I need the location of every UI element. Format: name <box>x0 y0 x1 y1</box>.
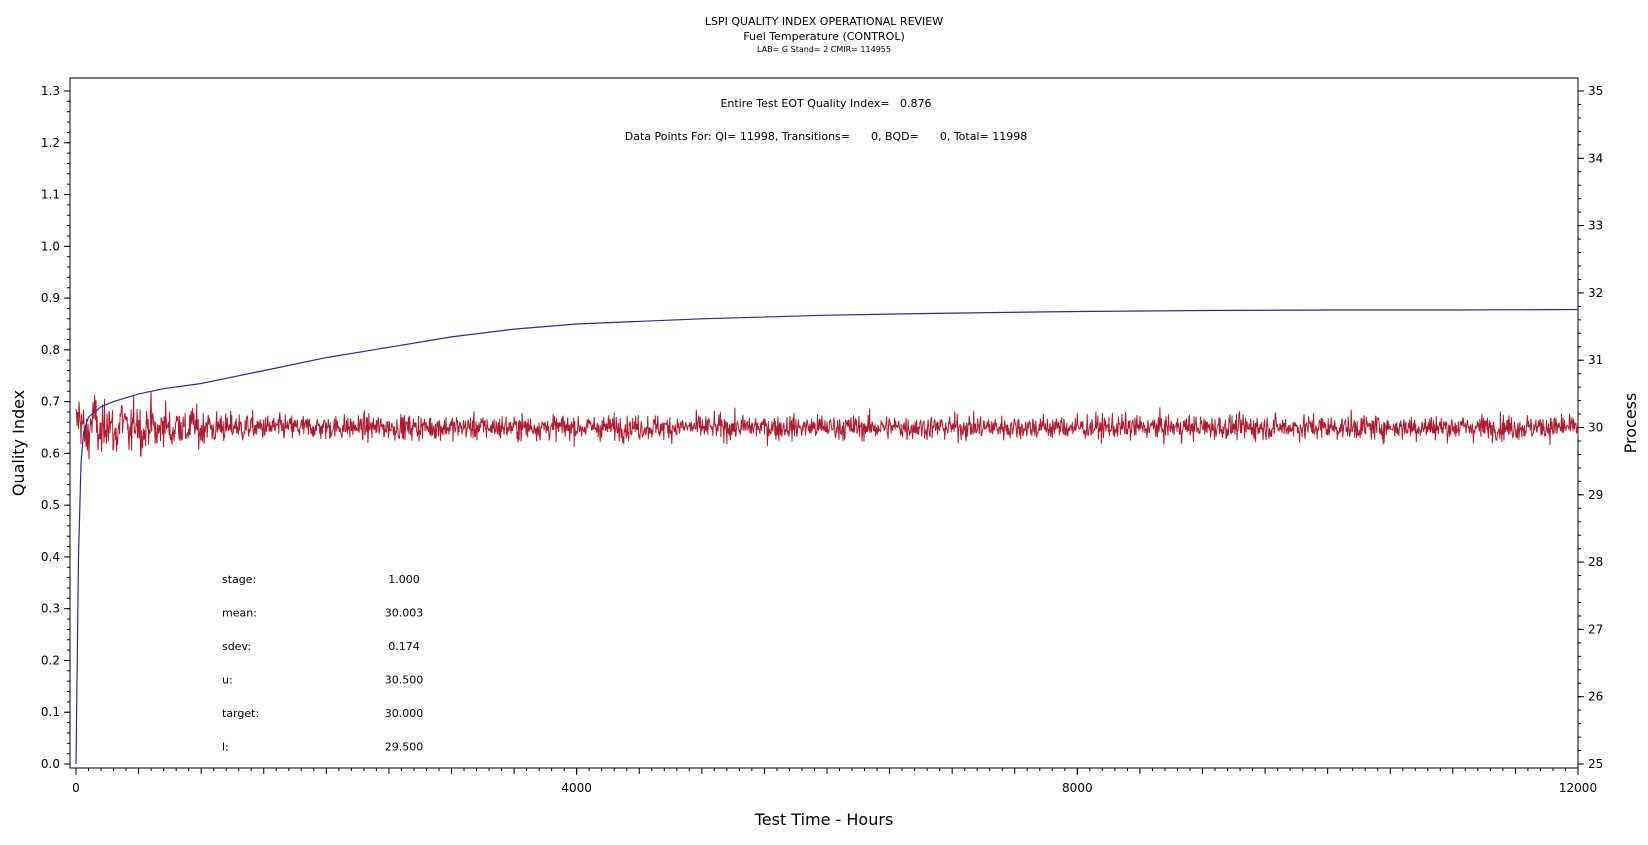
y-right-tick-label: 31 <box>1588 353 1603 367</box>
chart-subsubtitle: LAB= G Stand= 2 CMIR= 114955 <box>757 45 891 54</box>
x-axis-label: Test Time - Hours <box>754 810 894 829</box>
stat-label: l: <box>222 741 229 754</box>
quality-index-series-line <box>75 308 1579 765</box>
y-right-tick-label: 27 <box>1588 622 1603 636</box>
stat-label: target: <box>222 707 259 720</box>
stat-value: 30.003 <box>385 607 424 620</box>
stat-value: 1.000 <box>388 573 420 586</box>
y-left-tick-label: 1.1 <box>41 188 60 202</box>
y-left-tick-label: 0.1 <box>41 705 60 719</box>
series-layer <box>75 308 1579 765</box>
y-left-tick-label: 1.3 <box>41 84 60 98</box>
x-tick-label: 8000 <box>1062 781 1093 795</box>
stat-value: 0.174 <box>388 640 420 653</box>
y-right-tick-label: 28 <box>1588 555 1603 569</box>
plot-frame <box>69 77 1579 769</box>
stat-value: 30.000 <box>385 707 424 720</box>
y-left-tick-label: 1.2 <box>41 136 60 150</box>
y-right-tick-label: 32 <box>1588 286 1603 300</box>
stat-value: 29.500 <box>385 741 424 754</box>
chart-subtitle: Fuel Temperature (CONTROL) <box>743 30 905 43</box>
y-left-tick-label: 0.5 <box>41 498 60 512</box>
stat-label: sdev: <box>222 640 251 653</box>
y-left-tick-label: 0.9 <box>41 291 60 305</box>
y-left-axis-label: Quality Index <box>9 390 28 496</box>
quality-index-annotation: Entire Test EOT Quality Index= 0.876 <box>720 97 931 110</box>
data-points-annotation: Data Points For: QI= 11998, Transitions=… <box>625 130 1027 143</box>
process-series-line <box>75 390 1579 460</box>
y-left-tick-label: 0.7 <box>41 395 60 409</box>
y-left-tick-label: 0.6 <box>41 446 60 460</box>
y-right-tick-label: 33 <box>1588 219 1603 233</box>
y-left-tick-label: 0.3 <box>41 602 60 616</box>
y-right-tick-label: 29 <box>1588 488 1603 502</box>
stat-label: mean: <box>222 607 257 620</box>
x-tick-label: 4000 <box>561 781 592 795</box>
y-right-tick-label: 35 <box>1588 84 1603 98</box>
y-left-tick-label: 0.4 <box>41 550 60 564</box>
x-tick-label: 0 <box>72 781 80 795</box>
chart-title: LSPI QUALITY INDEX OPERATIONAL REVIEW <box>705 15 943 28</box>
y-left-tick-label: 0.8 <box>41 343 60 357</box>
y-left-tick-label: 0.0 <box>41 757 60 771</box>
stats-panel: stage: 1.000 mean: 30.003 sdev: 0.174 u: 30.500… <box>222 573 423 754</box>
y-right-tick-label: 25 <box>1588 757 1603 771</box>
y-left-tick-label: 0.2 <box>41 653 60 667</box>
y-right-axis-label: Process <box>1621 393 1640 454</box>
y-right-tick-label: 34 <box>1588 151 1603 165</box>
stat-value: 30.500 <box>385 674 424 687</box>
x-tick-label: 12000 <box>1559 781 1597 795</box>
y-right-tick-label: 26 <box>1588 690 1603 704</box>
stat-label: u: <box>222 674 233 687</box>
y-left-tick-label: 1.0 <box>41 239 60 253</box>
stat-label: stage: <box>222 573 256 586</box>
ticks-layer: 0.0 0.1 0.2 0.3 0.4 0.5 0.6 0.7 0.8 0.9 1.0 1.1 1.2 1… <box>41 84 1603 795</box>
y-right-tick-label: 30 <box>1588 421 1603 435</box>
